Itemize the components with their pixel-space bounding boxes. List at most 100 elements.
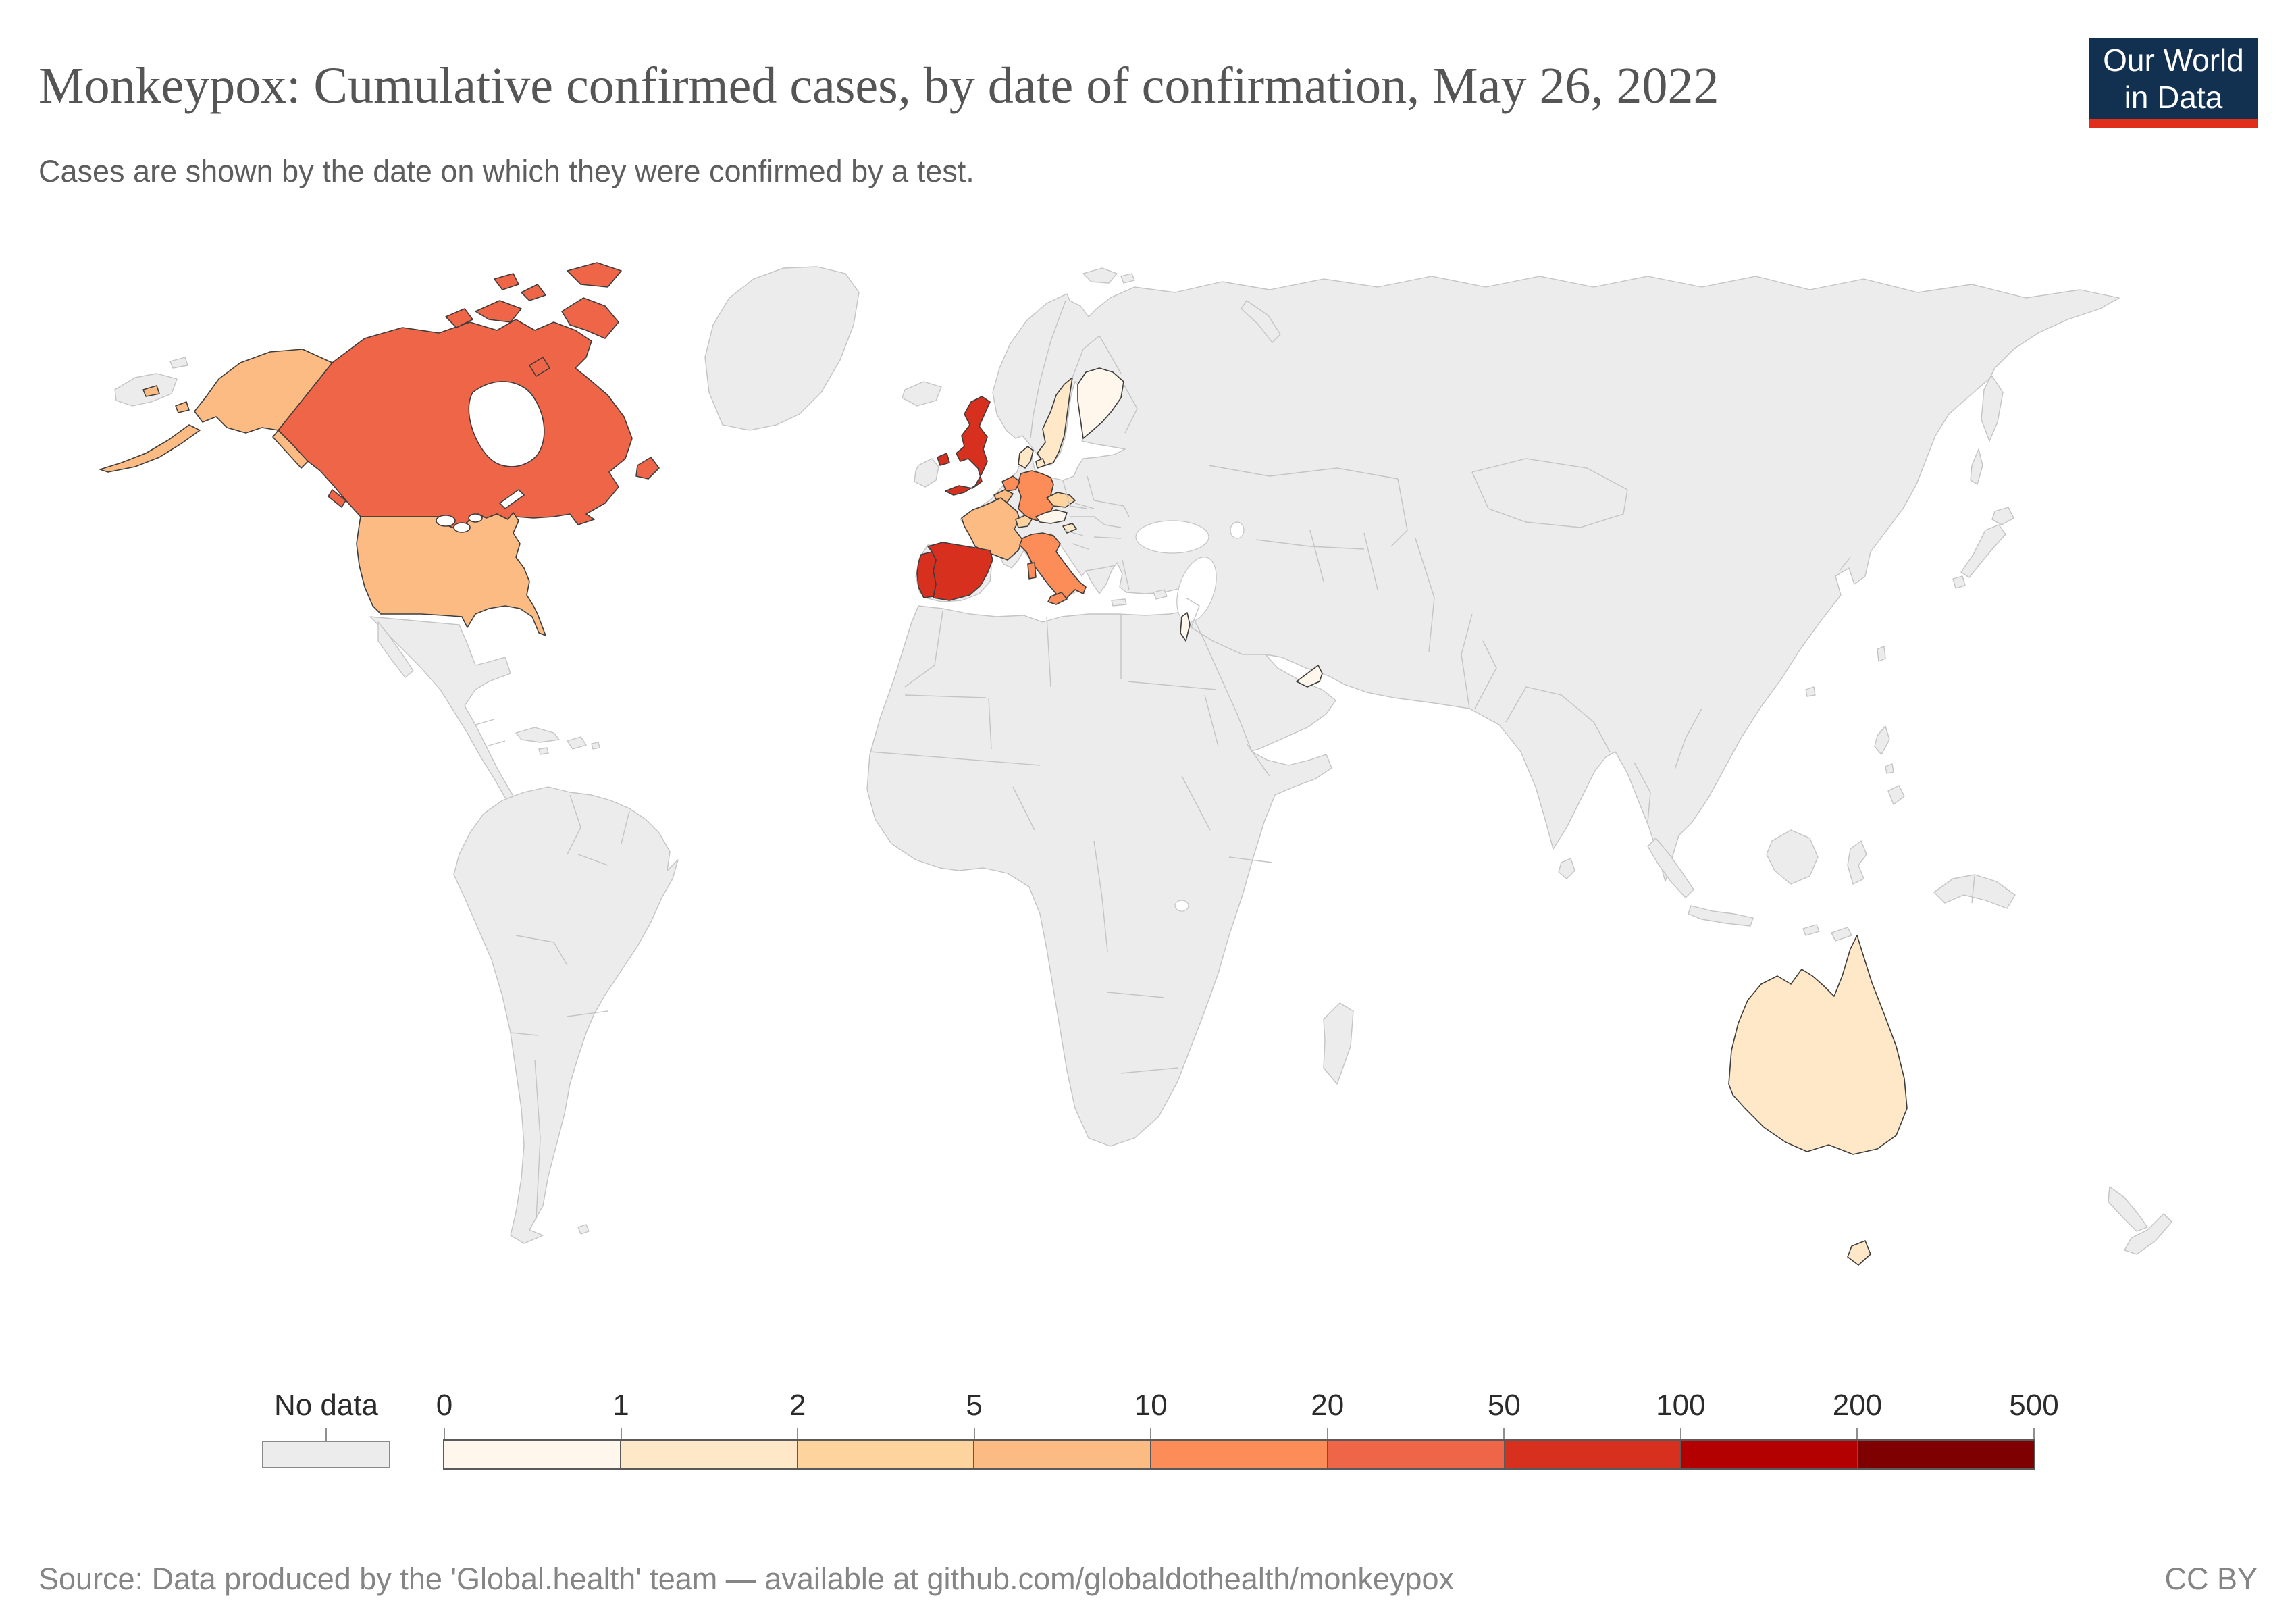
legend-tick-line: [1503, 1428, 1505, 1441]
legend-segment[interactable]: [444, 1441, 621, 1468]
country-canada-arctic-island-2[interactable]: [494, 273, 519, 290]
country-sweden[interactable]: [1037, 377, 1073, 466]
country-italy-sardinia[interactable]: [1027, 562, 1037, 580]
landmass-madagascar: [1323, 1002, 1354, 1085]
country-uk-great-britain[interactable]: [945, 396, 991, 496]
landmass-wrangel-island: [169, 357, 188, 369]
borders-middle-east: [1185, 465, 1473, 709]
landmass-falklands: [577, 1224, 590, 1235]
landmass-crete: [1111, 598, 1127, 607]
country-finland[interactable]: [1077, 367, 1124, 439]
legend-tick-line: [620, 1428, 622, 1441]
legend-tick-labels: 0 1 2 5 10 20 50 100 200 500: [436, 1389, 2059, 1422]
landmass-baja-california: [377, 621, 414, 678]
legend-tick-label: 200: [1832, 1389, 1883, 1422]
landmass-japan-honshu: [1960, 524, 2006, 578]
legend-tick-line: [973, 1428, 975, 1441]
landmass-new-zealand-north: [2108, 1186, 2148, 1232]
landmass-timor: [1831, 927, 1852, 942]
legend-tick-line: [1856, 1428, 1858, 1441]
country-canada-baffin[interactable]: [561, 297, 619, 339]
legend-tick-label: 5: [966, 1389, 983, 1422]
legend-no-data-tick: [325, 1428, 327, 1441]
landmass-svalbard: [1082, 267, 1118, 284]
legend-tick-label: 1: [612, 1389, 629, 1422]
world-map-svg: [99, 262, 2172, 1266]
landmass-svalbard-east: [1120, 273, 1135, 284]
borders-europe-east: [1062, 475, 1130, 590]
country-canada-southampton[interactable]: [529, 357, 550, 377]
country-australia[interactable]: [1728, 935, 1908, 1155]
landmass-sulawesi: [1847, 840, 1867, 885]
borders-asia: [1471, 458, 1975, 904]
country-austria[interactable]: [1035, 509, 1068, 524]
legend-segment[interactable]: [1151, 1441, 1328, 1468]
borders-africa: [869, 611, 1273, 1074]
country-canada-ellesmere[interactable]: [567, 262, 622, 288]
landmass-sakhalin: [1970, 448, 1983, 485]
hudson-bay: [468, 381, 545, 467]
legend-tick-label: 50: [1487, 1389, 1521, 1422]
landmass-hispaniola: [567, 736, 587, 750]
country-canada-newfoundland[interactable]: [635, 457, 660, 480]
owid-logo-line2: in Data: [2124, 79, 2223, 115]
legend-no-data-swatch[interactable]: [262, 1441, 390, 1468]
legend-tick-label: 100: [1656, 1389, 1706, 1422]
country-usa-aleutians[interactable]: [99, 424, 201, 473]
legend-tick-label: 2: [789, 1389, 806, 1422]
country-uk-northern-ireland[interactable]: [937, 453, 950, 466]
country-usa-alaska[interactable]: [194, 349, 333, 434]
aral-sea: [1230, 521, 1245, 539]
landmass-japan-kyushu: [1952, 575, 1966, 589]
legend-segment[interactable]: [621, 1441, 798, 1468]
landmass-sumatra: [1647, 838, 1694, 898]
country-spain[interactable]: [927, 542, 993, 601]
source-note: Source: Data produced by the 'Global.hea…: [38, 1562, 1454, 1596]
country-canada-victoria-island[interactable]: [475, 300, 522, 323]
borders-south-america: [510, 794, 630, 1220]
legend-segment[interactable]: [1328, 1441, 1505, 1468]
borders-central-america: [475, 719, 506, 747]
country-canada-arctic-island-1[interactable]: [521, 284, 546, 301]
legend-tick-line: [797, 1428, 799, 1441]
legend-segment[interactable]: [798, 1441, 975, 1468]
country-denmark-zealand[interactable]: [1035, 458, 1046, 469]
country-uae[interactable]: [1296, 665, 1323, 688]
landmass-philippines-visayas: [1885, 763, 1894, 774]
landmass-jamaica: [538, 747, 549, 755]
landmass-greenland: [704, 266, 860, 431]
country-portugal[interactable]: [916, 551, 937, 598]
great-lake-michigan: [453, 522, 471, 533]
country-usa-mainland[interactable]: [356, 512, 546, 636]
country-switzerland[interactable]: [1015, 515, 1033, 528]
legend-segment[interactable]: [974, 1441, 1152, 1468]
country-canada-banks-island[interactable]: [445, 308, 473, 328]
legend-segment[interactable]: [1858, 1441, 2035, 1468]
footer: Source: Data produced by the 'Global.hea…: [38, 1562, 2258, 1597]
owid-logo-accent-bar: [2089, 119, 2258, 128]
legend-tick-label: 0: [436, 1389, 453, 1422]
country-czechia[interactable]: [1046, 492, 1076, 508]
country-usa-alaska-panhandle[interactable]: [272, 430, 309, 469]
country-usa-st-lawrence-island[interactable]: [142, 385, 160, 397]
landmass-ireland: [914, 458, 939, 488]
country-israel[interactable]: [1180, 612, 1191, 642]
landmass-hainan: [1805, 686, 1816, 697]
legend-tick-label: 500: [2009, 1389, 2059, 1422]
map-legend: No data 0 1 2 5 10 20 50 100 200 500: [0, 1389, 2296, 1476]
country-australia-tasmania[interactable]: [1847, 1240, 1871, 1266]
legend-tick-label: 10: [1134, 1389, 1168, 1422]
legend-tick-marks: [444, 1428, 2035, 1441]
legend-segment[interactable]: [1505, 1441, 1682, 1468]
landmass-flores: [1802, 924, 1820, 936]
country-italy-sicily[interactable]: [1047, 592, 1068, 605]
legend-tick-line: [2033, 1428, 2035, 1441]
landmass-puerto-rico: [591, 742, 600, 750]
country-usa-nunivak[interactable]: [175, 401, 190, 413]
country-canada-vancouver-island[interactable]: [328, 489, 346, 508]
country-denmark-jutland[interactable]: [1018, 446, 1034, 469]
country-france[interactable]: [961, 497, 1023, 561]
legend-segment[interactable]: [1681, 1441, 1859, 1468]
landmass-sri-lanka: [1558, 858, 1575, 879]
landmass-mexico-central-america: [369, 616, 517, 801]
